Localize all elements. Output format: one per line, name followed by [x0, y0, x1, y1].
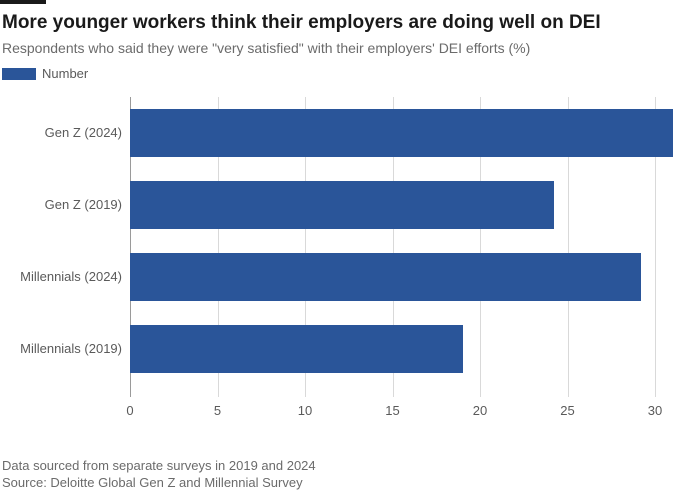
top-accent-strip [0, 0, 46, 4]
plot-region [130, 97, 690, 397]
x-tick-label: 30 [648, 403, 662, 418]
legend-label: Number [42, 66, 88, 81]
legend: Number [2, 66, 690, 81]
bar [130, 253, 641, 301]
bar [130, 109, 673, 157]
x-tick-label: 15 [385, 403, 399, 418]
y-tick-label: Gen Z (2019) [2, 181, 122, 229]
chart-subtitle: Respondents who said they were "very sat… [2, 40, 690, 56]
chart-footer: Data sourced from separate surveys in 20… [2, 457, 316, 492]
x-tick-label: 0 [126, 403, 133, 418]
bar [130, 325, 463, 373]
y-tick-label: Millennials (2024) [2, 253, 122, 301]
bar [130, 181, 554, 229]
chart-area: 0 5 10 15 20 25 30 Gen Z (2024) Gen Z (2019) Mill… [2, 91, 698, 431]
x-tick-label: 20 [473, 403, 487, 418]
legend-swatch [2, 68, 36, 80]
x-tick-label: 5 [214, 403, 221, 418]
footer-note: Data sourced from separate surveys in 20… [2, 457, 316, 475]
x-tick-label: 25 [560, 403, 574, 418]
chart-container: More younger workers think their employe… [0, 0, 700, 431]
y-tick-label: Gen Z (2024) [2, 109, 122, 157]
x-tick-label: 10 [298, 403, 312, 418]
footer-source: Source: Deloitte Global Gen Z and Millen… [2, 474, 316, 492]
chart-title: More younger workers think their employe… [2, 12, 690, 34]
y-tick-label: Millennials (2019) [2, 325, 122, 373]
